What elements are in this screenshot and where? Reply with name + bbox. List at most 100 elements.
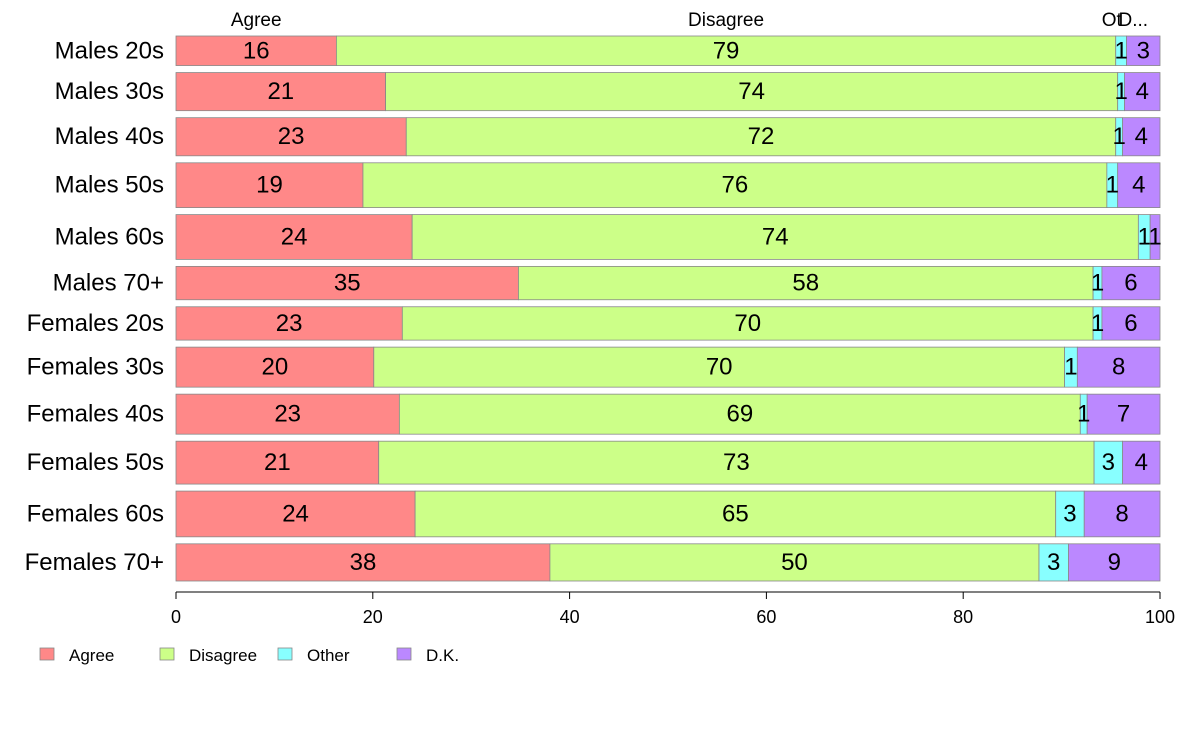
bar-d-k--1 (1126, 35, 1161, 66)
value-label: 24 (282, 500, 309, 527)
bar-d-k--9 (1086, 393, 1161, 435)
top-series-label: D... (1119, 10, 1149, 31)
value-label: 65 (722, 500, 749, 527)
bar-agree-7 (175, 306, 403, 341)
category-label: Males 20s (55, 37, 164, 64)
value-label: 1 (1138, 223, 1151, 250)
bar-agree-4 (175, 162, 364, 208)
value-label: 23 (278, 123, 305, 150)
value-label: 72 (748, 123, 775, 150)
value-label: 79 (713, 37, 740, 64)
bar-agree-10 (175, 440, 380, 485)
value-label: 4 (1135, 123, 1148, 150)
bar-disagree-6 (518, 265, 1094, 301)
bar-agree-5 (175, 214, 413, 260)
value-label: 1 (1114, 37, 1127, 64)
legend-label: Other (307, 646, 350, 665)
value-label: 70 (706, 354, 733, 381)
value-label: 38 (350, 549, 377, 576)
value-label: 1 (1077, 401, 1090, 428)
value-label: 1 (1091, 270, 1104, 297)
bar-d-k--2 (1124, 72, 1161, 112)
value-label: 1 (1112, 123, 1125, 150)
bar-disagree-11 (414, 490, 1057, 538)
value-label: 4 (1132, 172, 1145, 199)
value-label: 1 (1106, 172, 1119, 199)
top-series-label: Agree (231, 10, 282, 31)
category-label: Males 50s (55, 172, 164, 199)
category-label: Females 70+ (25, 549, 164, 576)
value-label: 3 (1137, 37, 1150, 64)
bar-d-k--7 (1101, 306, 1161, 341)
value-label: 1 (1114, 78, 1127, 105)
legend-label: Agree (69, 646, 114, 665)
value-label: 20 (262, 354, 289, 381)
value-label: 3 (1047, 549, 1060, 576)
bar-agree-12 (175, 543, 551, 582)
value-label: 6 (1124, 270, 1137, 297)
x-tick-label: 100 (1145, 607, 1175, 627)
value-label: 16 (243, 37, 270, 64)
bar-agree-3 (175, 117, 407, 157)
value-label: 23 (274, 401, 301, 428)
value-label: 23 (276, 310, 303, 337)
bar-agree-8 (175, 346, 375, 388)
value-label: 8 (1115, 500, 1128, 527)
bar-other-12 (1038, 543, 1069, 582)
category-label: Females 50s (27, 449, 164, 476)
value-label: 1 (1148, 223, 1161, 250)
category-label: Females 40s (27, 401, 164, 428)
x-tick-label: 60 (756, 607, 776, 627)
value-label: 8 (1112, 354, 1125, 381)
value-label: 7 (1117, 401, 1130, 428)
value-label: 1 (1064, 354, 1077, 381)
x-tick-label: 20 (363, 607, 383, 627)
category-label: Males 70+ (53, 270, 164, 297)
x-tick-label: 0 (171, 607, 181, 627)
value-label: 4 (1136, 78, 1149, 105)
bar-d-k--3 (1122, 117, 1161, 157)
value-label: 73 (723, 449, 750, 476)
bar-agree-11 (175, 490, 416, 538)
value-label: 19 (256, 172, 283, 199)
category-label: Males 30s (55, 78, 164, 105)
top-series-label: Ot (1102, 10, 1123, 31)
value-label: 21 (264, 449, 291, 476)
legend-swatch-agree (39, 647, 55, 661)
top-series-label: Disagree (688, 10, 764, 31)
x-axis: 0 20 40 60 80 100 (171, 591, 1175, 627)
bar-agree-9 (175, 393, 400, 435)
bar-disagree-12 (549, 543, 1040, 582)
value-label: 35 (334, 270, 361, 297)
bar-disagree-2 (385, 72, 1119, 112)
bar-agree-2 (175, 72, 386, 112)
bars (175, 35, 1161, 582)
category-label: Males 60s (55, 223, 164, 250)
category-labels: Males 20s Males 30s Males 40s Males 50s Male… (25, 37, 164, 576)
bar-disagree-1 (335, 35, 1117, 66)
category-label: Females 60s (27, 500, 164, 527)
x-tick-label: 80 (953, 607, 973, 627)
top-labels: Agree Disagree OtD... (231, 10, 1148, 31)
value-label: 58 (792, 270, 819, 297)
bar-d-k--6 (1101, 265, 1161, 301)
value-label: 3 (1063, 500, 1076, 527)
x-tick-label: 40 (560, 607, 580, 627)
value-label: 74 (762, 223, 789, 250)
bar-d-k--10 (1122, 440, 1161, 485)
legend-label: D.K. (426, 646, 459, 665)
bar-d-k--8 (1076, 346, 1161, 388)
bar-d-k--11 (1083, 490, 1161, 538)
legend-swatch-disagree (159, 647, 175, 661)
value-label: 9 (1108, 549, 1121, 576)
bar-other-11 (1055, 490, 1085, 538)
value-label: 1 (1091, 310, 1104, 337)
bar-disagree-9 (398, 393, 1081, 435)
value-label: 70 (734, 310, 761, 337)
value-label: 69 (726, 401, 753, 428)
value-label: 4 (1135, 449, 1148, 476)
legend-swatch-other (277, 647, 293, 661)
category-label: Males 40s (55, 123, 164, 150)
bar-d-k--4 (1117, 162, 1161, 208)
